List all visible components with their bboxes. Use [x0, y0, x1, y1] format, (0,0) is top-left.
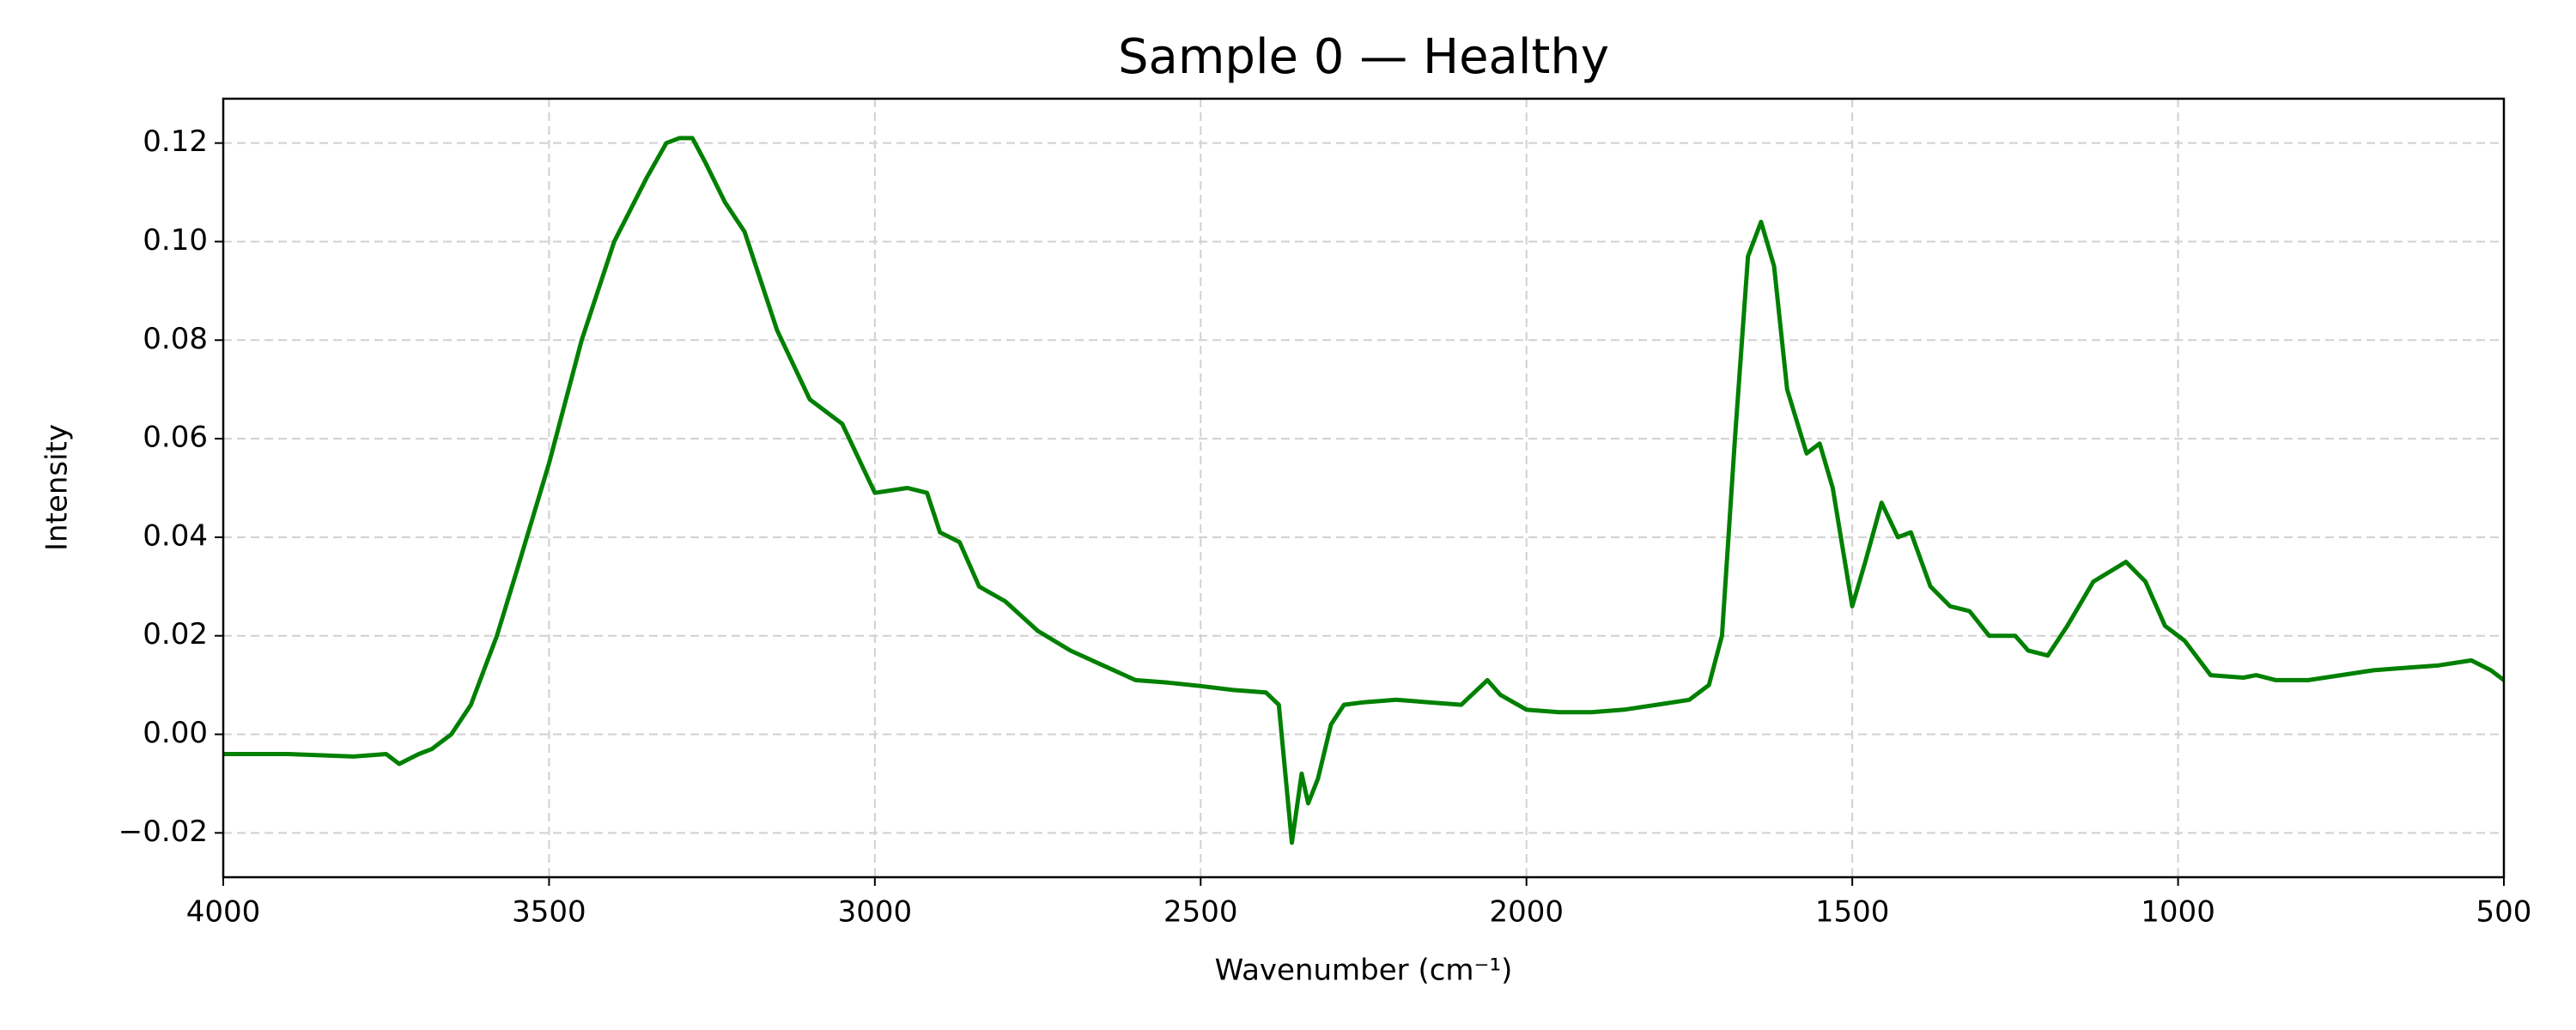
x-tick-label: 3000: [838, 895, 913, 930]
y-tick-label: 0.04: [143, 518, 208, 553]
x-tick-label: 3500: [512, 895, 586, 930]
y-tick-label: 0.06: [143, 421, 208, 455]
x-tick-label: 2000: [1489, 895, 1564, 930]
chart-title: Sample 0 — Healthy: [1118, 29, 1609, 85]
y-tick-label: 0.00: [143, 716, 208, 750]
y-tick-label: 0.12: [143, 124, 208, 159]
x-tick-label: 1500: [1815, 895, 1890, 930]
x-tick-label: 2500: [1163, 895, 1238, 930]
y-tick-label: 0.08: [143, 322, 208, 356]
y-axis-label: Intensity: [40, 424, 75, 551]
spectrum-line: [223, 136, 2504, 845]
x-axis-label: Wavenumber (cm⁻¹): [1215, 954, 1513, 988]
x-tick-label: 4000: [186, 895, 261, 930]
plot-frame: [222, 97, 2506, 879]
y-tick-label: −0.02: [118, 815, 208, 849]
y-tick-label: 0.02: [143, 617, 208, 651]
y-tick-label: 0.10: [143, 223, 208, 258]
x-tick-label: 1000: [2141, 895, 2215, 930]
x-tick-label: 500: [2476, 895, 2532, 930]
